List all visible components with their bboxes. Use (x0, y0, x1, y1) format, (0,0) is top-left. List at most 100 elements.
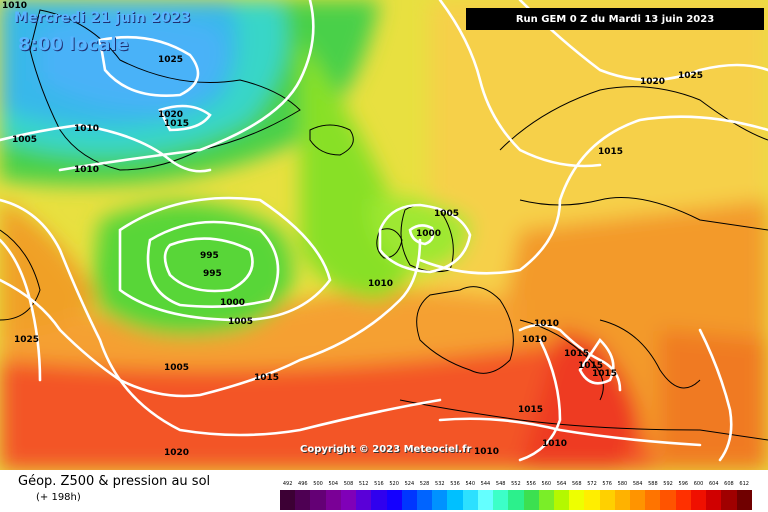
isobar-label: 1005 (228, 317, 253, 327)
scale-label: 612 (739, 481, 749, 487)
isobar-label: 1025 (678, 71, 703, 81)
isobar-label: 1010 (474, 447, 499, 457)
scale-swatch (614, 490, 631, 510)
scale-swatch (675, 490, 691, 510)
scale-label: 508 (343, 481, 354, 487)
isobar-label: 995 (203, 269, 222, 279)
scale-swatch (416, 490, 433, 510)
weather-map: 1010 1025 1020 1015 1010 1005 1010 995 9… (0, 0, 768, 470)
scale-swatch (508, 490, 524, 510)
isobar-label: 995 (200, 251, 219, 261)
scale-label: 540 (465, 481, 475, 487)
isobar-label: 1005 (434, 209, 459, 219)
scale-label: 528 (419, 481, 430, 487)
scale-swatch (630, 490, 646, 510)
legend-subtitle: (+ 198h) (36, 492, 81, 503)
isobar-label: 1010 (542, 439, 567, 449)
scale-swatch (477, 490, 494, 510)
scale-swatch (690, 490, 707, 510)
isobar-label: 1015 (592, 369, 617, 379)
coastlines (0, 9, 768, 441)
isobar-label: 1015 (254, 373, 279, 383)
scale-swatch (706, 490, 722, 510)
scale-swatch (401, 490, 417, 510)
scale-swatch (340, 490, 357, 510)
forecast-time: 8:00 locale (18, 34, 129, 55)
isobar-label: 1000 (220, 298, 245, 308)
scale-swatch (538, 490, 554, 510)
isobar-label: 1015 (564, 349, 589, 359)
scale-label: 592 (663, 481, 673, 487)
isobar-label: 1015 (578, 361, 603, 371)
isobar-label: 1005 (164, 363, 189, 373)
scale-swatch (569, 490, 585, 510)
scale-label: 524 (404, 481, 415, 487)
run-info-banner: Run GEM 0 Z du Mardi 13 juin 2023 (466, 8, 764, 30)
scale-label: 608 (724, 481, 734, 487)
scale-label: 516 (374, 481, 384, 487)
scale-label: 568 (571, 481, 582, 487)
scale-label: 492 (282, 481, 293, 487)
scale-label: 588 (648, 481, 658, 487)
isobar-label: 1020 (158, 110, 183, 120)
legend-footer: Géop. Z500 & pression au sol (+ 198h) 49… (0, 470, 768, 512)
scale-label: 580 (617, 481, 628, 487)
isobar-label: 1020 (164, 448, 189, 458)
scale-swatch (721, 490, 737, 510)
scale-label: 600 (693, 481, 704, 487)
scale-swatch (493, 490, 509, 510)
scale-label: 520 (389, 481, 399, 487)
isobar-label: 1010 (522, 335, 547, 345)
color-scale-swatches (280, 490, 752, 510)
scale-label: 552 (511, 481, 521, 487)
isobar-label: 1010 (534, 319, 559, 329)
scale-label: 584 (632, 481, 643, 487)
copyright-text: Copyright © 2023 Meteociel.fr (300, 444, 472, 455)
scale-swatch (371, 490, 387, 510)
scale-label: 604 (708, 481, 719, 487)
color-scale-labels: 492 496 500 504 508 512 516 520 524 528 532 536 540 5… (280, 478, 752, 490)
scale-swatch (736, 490, 752, 510)
legend-title: Géop. Z500 & pression au sol (18, 474, 211, 489)
scale-swatch (325, 490, 341, 510)
isobar-label: 1010 (2, 1, 27, 11)
scale-swatch (432, 490, 448, 510)
isobar-label: 1015 (598, 147, 623, 157)
isobar-label: 1015 (518, 405, 543, 415)
scale-swatch (462, 490, 478, 510)
isobar-labels: 1010 1025 1020 1015 1010 1005 1010 995 9… (2, 1, 703, 458)
scale-swatch (310, 490, 326, 510)
isobar-label: 1000 (416, 229, 441, 239)
scale-label: 556 (526, 481, 536, 487)
scale-label: 504 (328, 481, 339, 487)
isobar-label: 1010 (368, 279, 393, 289)
forecast-date: Mercredi 21 juin 2023 (14, 10, 191, 26)
isobar-label: 1025 (14, 335, 39, 345)
scale-swatch (584, 490, 600, 510)
scale-label: 500 (313, 481, 323, 487)
isobars (0, 0, 768, 462)
scale-label: 596 (678, 481, 689, 487)
scale-swatch (645, 490, 661, 510)
scale-swatch (660, 490, 676, 510)
scale-swatch (356, 490, 372, 510)
scale-label: 572 (587, 481, 597, 487)
scale-swatch (523, 490, 539, 510)
isobar-label: 1025 (158, 55, 183, 65)
isobar-label: 1010 (74, 165, 99, 175)
scale-label: 532 (435, 481, 445, 487)
scale-label: 564 (556, 481, 567, 487)
scale-swatch (295, 490, 311, 510)
scale-swatch (386, 490, 402, 510)
scale-label: 536 (450, 481, 460, 487)
scale-swatch (599, 490, 615, 510)
scale-label: 548 (495, 481, 506, 487)
scale-swatch (447, 490, 463, 510)
color-scale: 492 496 500 504 508 512 516 520 524 528 532 536 540 5… (280, 478, 752, 512)
isobar-label: 1020 (640, 77, 665, 87)
map-canvas: 1010 1025 1020 1015 1010 1005 1010 995 9… (0, 0, 768, 470)
scale-swatch (280, 490, 296, 510)
isobar-label: 1010 (74, 124, 99, 134)
isobar-label: 1005 (12, 135, 37, 145)
scale-label: 560 (541, 481, 552, 487)
